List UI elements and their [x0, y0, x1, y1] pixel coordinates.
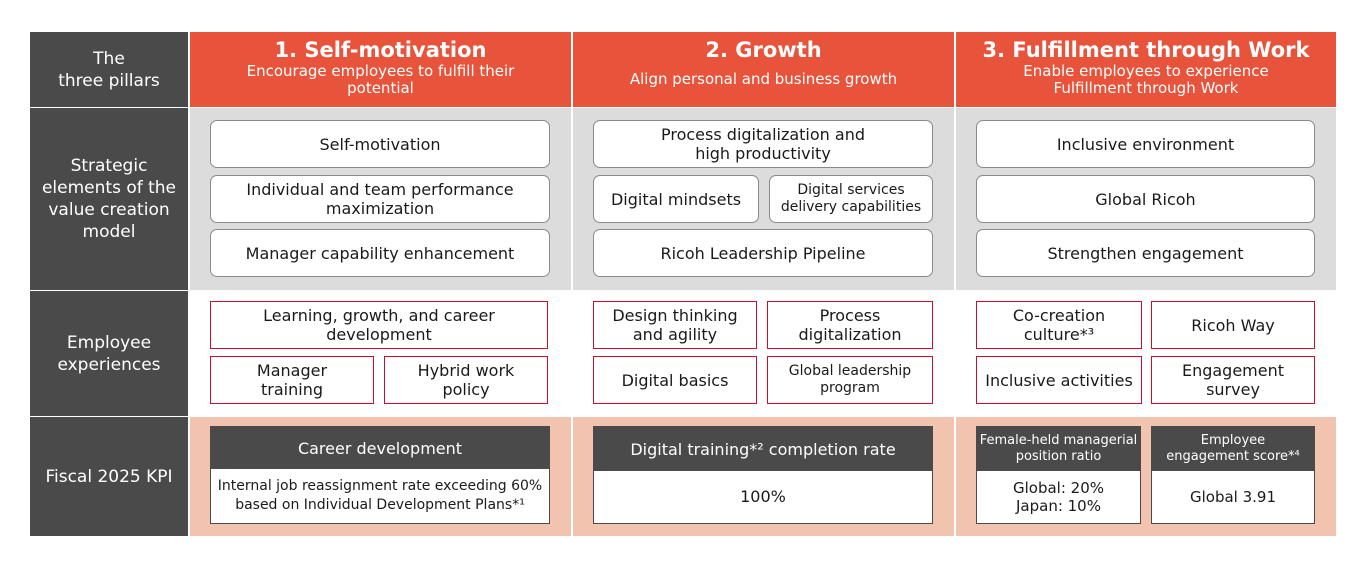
experience-box: Hybrid work policy: [384, 356, 548, 404]
row-header-experiences: Employee experiences: [30, 291, 188, 416]
strategic-box: Individual and team performance maximiza…: [210, 175, 550, 223]
kpi-card-engagement: Employee engagement score*⁴ Global 3.91: [1151, 426, 1315, 524]
strategic-box: Global Ricoh: [976, 175, 1315, 223]
strategic-box: Manager capability enhancement: [210, 229, 550, 277]
pillar-fulfillment: 3. Fulfillment through Work Enable emplo…: [956, 32, 1336, 107]
strategic-col-growth: Process digitalization and high producti…: [573, 108, 954, 290]
kpi-value: Internal job reassignment rate exceeding…: [217, 477, 543, 513]
kpi-card-female: Female-held managerial position ratio Gl…: [976, 426, 1141, 524]
experience-box: Digital basics: [593, 356, 757, 404]
kpi-card-career: Career development Internal job reassign…: [210, 426, 550, 524]
pillar-growth: 2. Growth Align personal and business gr…: [573, 32, 954, 107]
row-header-strategic: Strategic elements of the value creation…: [30, 108, 188, 290]
strategic-col-fulfillment: Inclusive environment Global Ricoh Stren…: [956, 108, 1336, 290]
experience-box: Inclusive activities: [976, 356, 1142, 404]
strategic-box: Strengthen engagement: [976, 229, 1315, 277]
experience-col-fulfillment: Co-creation culture*³ Ricoh Way Inclusiv…: [956, 291, 1336, 416]
pillar-subtitle: Align personal and business growth: [629, 70, 898, 88]
experience-box: Process digitalization: [767, 301, 933, 349]
experience-box: Ricoh Way: [1151, 301, 1315, 349]
strategic-box: Digital mindsets: [593, 175, 759, 223]
experience-box: Learning, growth, and career development: [210, 301, 548, 349]
pillar-title: 2. Growth: [705, 38, 822, 62]
kpi-col-self-motivation: Career development Internal job reassign…: [190, 417, 571, 536]
experience-box: Global leadership program: [767, 356, 933, 404]
kpi-col-growth: Digital training*² completion rate 100%: [573, 417, 954, 536]
three-pillars-table: The three pillars 1. Self-motivation Enc…: [30, 32, 1336, 536]
experience-col-self-motivation: Learning, growth, and career development…: [190, 291, 571, 416]
kpi-header: Female-held managerial position ratio: [977, 427, 1140, 471]
kpi-header: Digital training*² completion rate: [594, 427, 932, 471]
row-header-kpi: Fiscal 2025 KPI: [30, 417, 188, 536]
kpi-card-digital: Digital training*² completion rate 100%: [593, 426, 933, 524]
kpi-value: 100%: [740, 487, 786, 506]
strategic-box: Digital services delivery capabilities: [769, 175, 933, 223]
kpi-value: Global: 20% Japan: 10%: [1012, 478, 1104, 515]
kpi-header: Employee engagement score*⁴: [1152, 427, 1314, 471]
experience-col-growth: Design thinking and agility Process digi…: [573, 291, 954, 416]
experience-box: Co-creation culture*³: [976, 301, 1142, 349]
strategic-box: Self-motivation: [210, 120, 550, 168]
pillar-subtitle: Enable employees to experience Fulfillme…: [1023, 62, 1269, 97]
kpi-header: Career development: [211, 427, 549, 469]
pillar-title: 1. Self-motivation: [274, 38, 487, 62]
strategic-box: Process digitalization and high producti…: [593, 120, 933, 168]
experience-box: Design thinking and agility: [593, 301, 757, 349]
pillar-title: 3. Fulfillment through Work: [982, 38, 1310, 62]
kpi-col-fulfillment: Female-held managerial position ratio Gl…: [956, 417, 1336, 536]
strategic-box: Ricoh Leadership Pipeline: [593, 229, 933, 277]
pillar-self-motivation: 1. Self-motivation Encourage employees t…: [190, 32, 571, 107]
experience-box: Manager training: [210, 356, 374, 404]
pillar-subtitle: Encourage employees to fulfill their pot…: [246, 62, 515, 97]
strategic-col-self-motivation: Self-motivation Individual and team perf…: [190, 108, 571, 290]
kpi-value: Global 3.91: [1189, 487, 1276, 506]
row-header-pillars: The three pillars: [30, 32, 188, 107]
strategic-box: Inclusive environment: [976, 120, 1315, 168]
experience-box: Engagement survey: [1151, 356, 1315, 404]
